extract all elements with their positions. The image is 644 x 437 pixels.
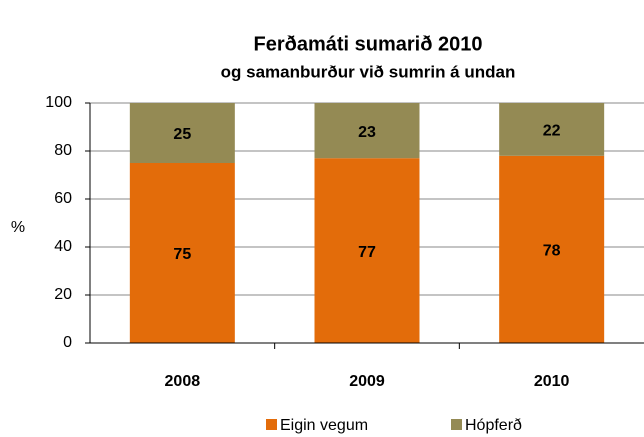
bar-segment xyxy=(129,163,235,343)
y-tick-label: 20 xyxy=(54,286,72,303)
x-tick-label: 2010 xyxy=(534,373,570,390)
data-label: 78 xyxy=(543,243,561,260)
bar-segment xyxy=(314,158,420,343)
x-tick-label: 2008 xyxy=(165,373,201,390)
data-label: 25 xyxy=(173,126,191,143)
data-label: 22 xyxy=(543,123,561,140)
y-axis-label: % xyxy=(11,219,25,236)
legend-swatch xyxy=(451,419,462,430)
data-label: 77 xyxy=(358,244,376,261)
chart-subtitle: og samanburður við sumrin á undan xyxy=(221,62,516,81)
bar-segment xyxy=(314,103,420,159)
bar-segment xyxy=(499,155,605,343)
data-label: 75 xyxy=(173,246,191,263)
y-tick-label: 100 xyxy=(45,94,72,111)
x-tick-label: 2009 xyxy=(349,373,385,390)
y-tick-label: 0 xyxy=(63,334,72,351)
bar-segment xyxy=(499,103,605,156)
legend-label: Eigin vegum xyxy=(280,417,368,434)
legend-swatch xyxy=(266,419,277,430)
y-tick-label: 60 xyxy=(54,190,72,207)
y-tick-label: 80 xyxy=(54,142,72,159)
chart-title: Ferðamáti sumarið 2010 xyxy=(254,33,483,55)
bar-segment xyxy=(129,103,235,163)
data-label: 23 xyxy=(358,124,376,141)
y-tick-label: 40 xyxy=(54,238,72,255)
legend-label: Hópferð xyxy=(465,417,522,434)
